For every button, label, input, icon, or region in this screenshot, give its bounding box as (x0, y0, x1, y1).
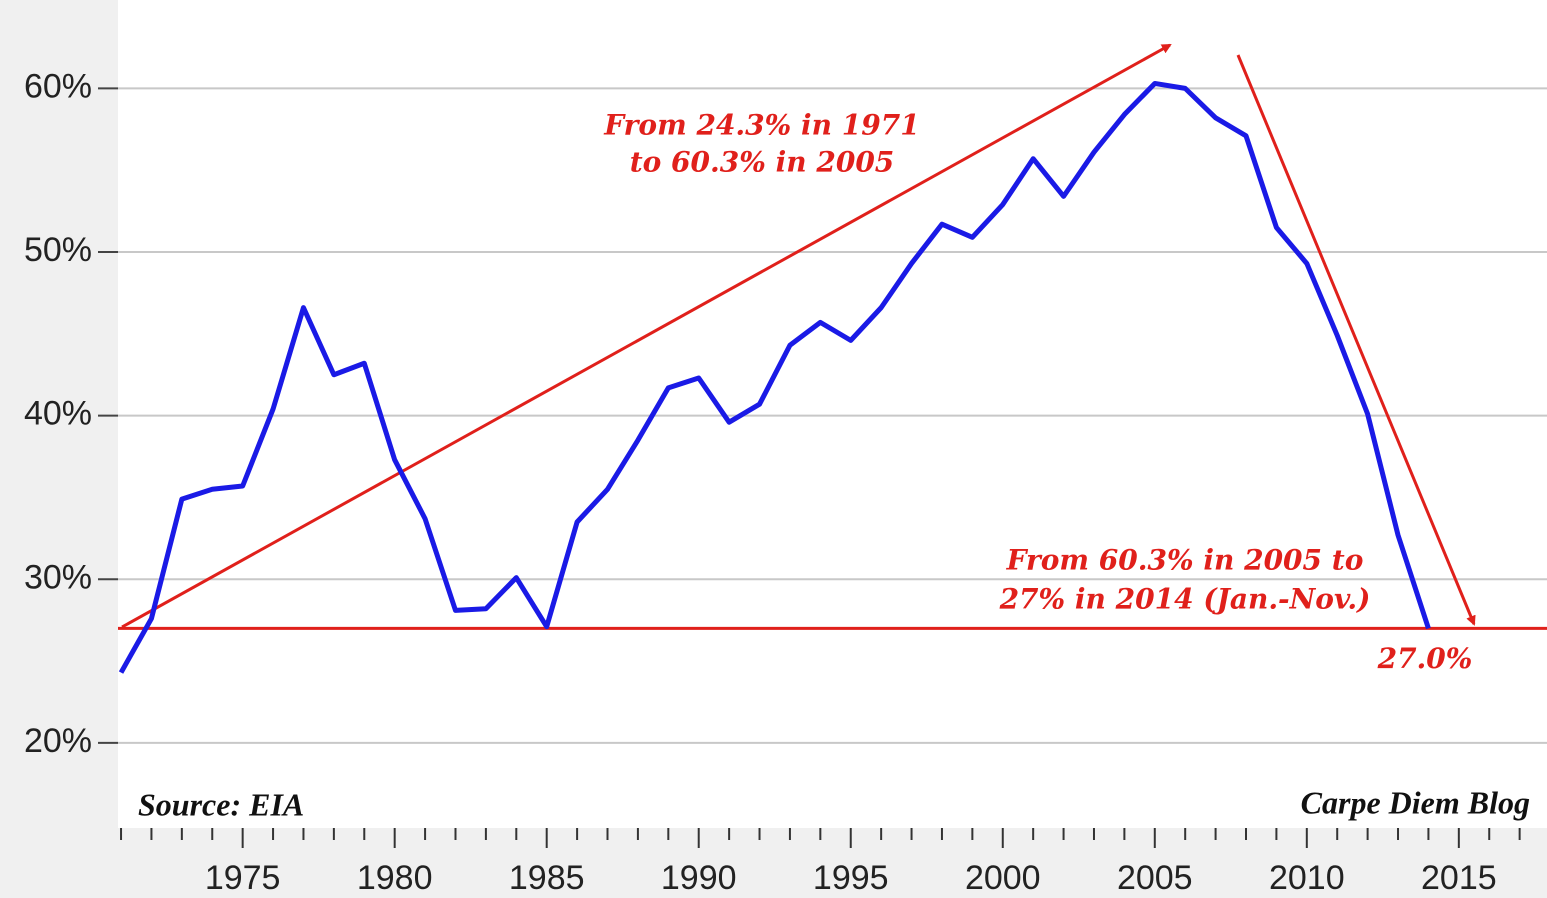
plot-area (118, 0, 1547, 828)
source: Source: EIA (138, 786, 304, 822)
y-tick-label: 50% (24, 231, 92, 269)
annotation: From 24.3% in 1971 (603, 109, 919, 142)
reference-label: 27.0% (1377, 642, 1473, 675)
x-tick-label: 2010 (1269, 859, 1345, 897)
x-tick-label: 2015 (1421, 859, 1497, 897)
y-tick-label: 30% (24, 558, 92, 596)
y-tick-label: 40% (24, 395, 92, 433)
line-series (118, 80, 1431, 674)
credit: Carpe Diem Blog (1301, 784, 1530, 820)
annotation: 27% in 2014 (Jan.-Nov.) (999, 583, 1371, 616)
trend-arrow-down (1236, 54, 1476, 626)
annotation: to 60.3% in 2005 (630, 146, 895, 179)
x-tick-label: 2005 (1117, 859, 1193, 897)
y-tick-label: 60% (24, 67, 92, 105)
x-tick-label: 1990 (661, 859, 737, 897)
x-tick-label: 2000 (965, 859, 1041, 897)
x-tick-label: 1980 (357, 859, 433, 897)
annotation: From 60.3% in 2005 to (1006, 544, 1364, 577)
x-tick-label: 1985 (509, 859, 585, 897)
trend-arrow-up (121, 43, 1172, 629)
x-tick-label: 1995 (813, 859, 889, 897)
x-tick-label: 1975 (205, 859, 281, 897)
y-tick-label: 20% (24, 722, 92, 760)
